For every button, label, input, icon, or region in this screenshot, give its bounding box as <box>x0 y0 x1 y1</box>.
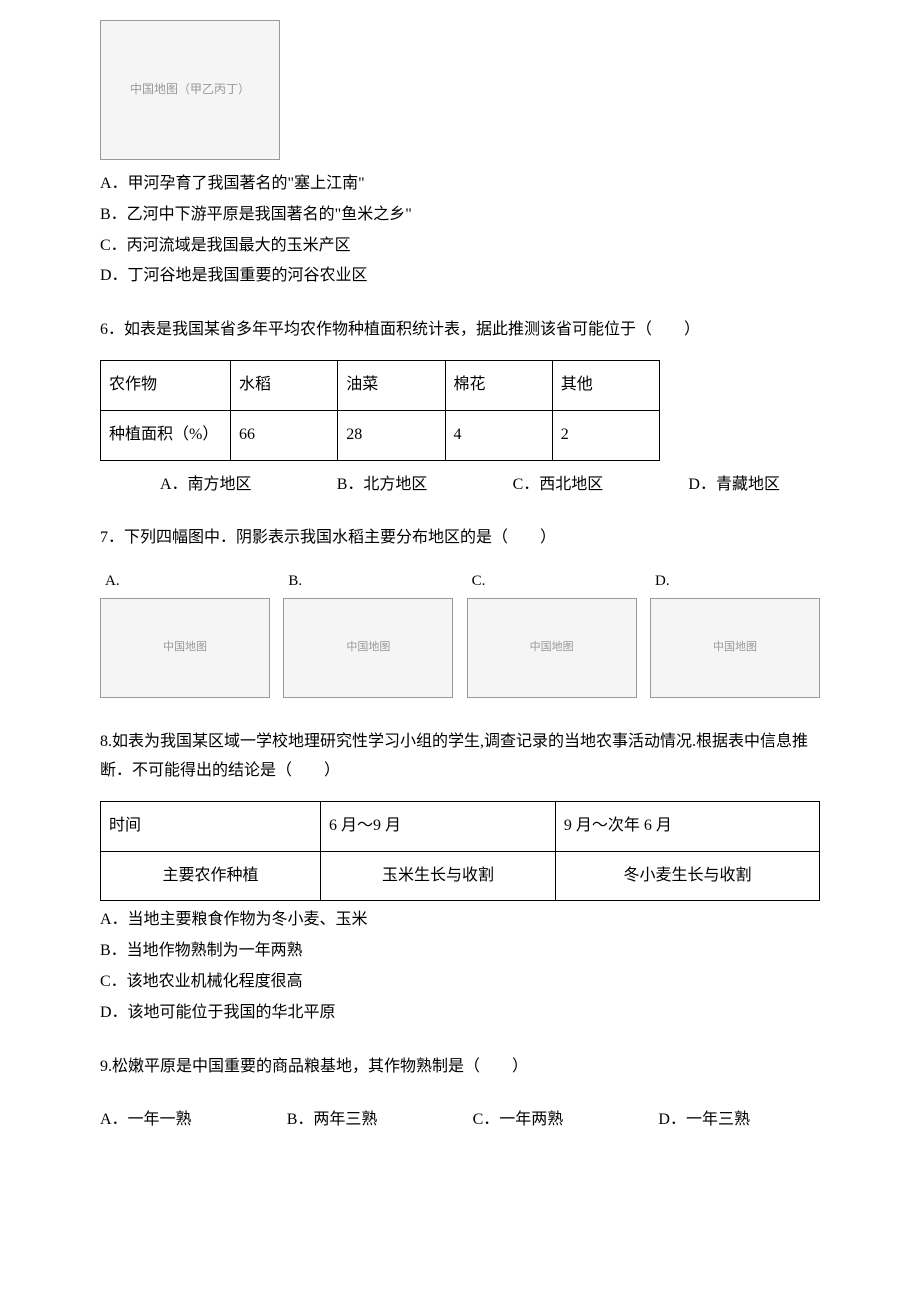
q6-td-val2: 28 <box>338 410 445 460</box>
q5-map-image: 中国地图（甲乙丙丁） <box>100 20 280 160</box>
q6-option-c: C．西北地区 <box>513 471 604 500</box>
q7-stem: 7．下列四幅图中．阴影表示我国水稻主要分布地区的是（ ） <box>100 524 820 553</box>
q6-table: 农作物 水稻 油菜 棉花 其他 种植面积（%） 66 28 4 2 <box>100 360 660 461</box>
q6-td-val4: 2 <box>552 410 659 460</box>
q6-th-rapeseed: 油菜 <box>338 360 445 410</box>
q6-th-cotton: 棉花 <box>445 360 552 410</box>
q5-option-d: D．丁河谷地是我国重要的河谷农业区 <box>100 262 820 291</box>
q5-option-c: C．丙河流域是我国最大的玉米产区 <box>100 232 820 261</box>
q8-option-b: B．当地作物熟制为一年两熟 <box>100 937 820 966</box>
q7-option-b-wrap: B. 中国地图 <box>283 568 453 698</box>
q8-option-a: A．当地主要粮食作物为冬小麦、玉米 <box>100 906 820 935</box>
q8-td-val1: 玉米生长与收割 <box>321 851 556 901</box>
q5-option-a: A．甲河孕育了我国著名的"塞上江南" <box>100 170 820 199</box>
q6-th-rice: 水稻 <box>231 360 338 410</box>
q6-option-b: B．北方地区 <box>337 471 428 500</box>
q7-map-a: 中国地图 <box>100 598 270 698</box>
q6-td-label: 种植面积（%） <box>101 410 231 460</box>
q8-table: 时间 6 月～9 月 9 月～次年 6 月 主要农作种植 玉米生长与收割 冬小麦… <box>100 801 820 902</box>
q8-th-period2: 9 月～次年 6 月 <box>555 801 819 851</box>
q7-label-a: A. <box>100 568 120 595</box>
q6-options: A．南方地区 B．北方地区 C．西北地区 D．青藏地区 <box>100 466 820 500</box>
q7-option-a-wrap: A. 中国地图 <box>100 568 270 698</box>
q9-option-a: A．一年一熟 <box>100 1106 192 1135</box>
q7-option-c-wrap: C. 中国地图 <box>467 568 637 698</box>
q8-option-d: D．该地可能位于我国的华北平原 <box>100 999 820 1028</box>
q9-options: A．一年一熟 B．两年三熟 C．一年两熟 D．一年三熟 <box>100 1096 820 1135</box>
q8-th-period1: 6 月～9 月 <box>321 801 556 851</box>
q8-option-c: C．该地农业机械化程度很高 <box>100 968 820 997</box>
q8-table-data-row: 主要农作种植 玉米生长与收割 冬小麦生长与收割 <box>101 851 820 901</box>
q6-th-crop: 农作物 <box>101 360 231 410</box>
q7-maps-row: A. 中国地图 B. 中国地图 C. 中国地图 D. 中国地图 <box>100 568 820 698</box>
q6-th-other: 其他 <box>552 360 659 410</box>
q6-table-header-row: 农作物 水稻 油菜 棉花 其他 <box>101 360 660 410</box>
q7-map-c: 中国地图 <box>467 598 637 698</box>
q8-th-time: 时间 <box>101 801 321 851</box>
q7-map-b: 中国地图 <box>283 598 453 698</box>
q9-option-b: B．两年三熟 <box>287 1106 378 1135</box>
q9-option-c: C．一年两熟 <box>473 1106 564 1135</box>
q5-options: A．甲河孕育了我国著名的"塞上江南" B．乙河中下游平原是我国著名的"鱼米之乡"… <box>100 170 820 291</box>
q7-label-d: D. <box>650 568 670 595</box>
q6-td-val3: 4 <box>445 410 552 460</box>
q6-option-a: A．南方地区 <box>160 471 252 500</box>
q9-stem: 9.松嫩平原是中国重要的商品粮基地，其作物熟制是（ ） <box>100 1053 820 1082</box>
q8-options: A．当地主要粮食作物为冬小麦、玉米 B．当地作物熟制为一年两熟 C．该地农业机械… <box>100 906 820 1027</box>
q6-table-data-row: 种植面积（%） 66 28 4 2 <box>101 410 660 460</box>
q8-td-val2: 冬小麦生长与收割 <box>555 851 819 901</box>
q7-label-c: C. <box>467 568 486 595</box>
q7-option-d-wrap: D. 中国地图 <box>650 568 820 698</box>
q8-td-label: 主要农作种植 <box>101 851 321 901</box>
q6-option-d: D．青藏地区 <box>688 471 780 500</box>
q5-option-b: B．乙河中下游平原是我国著名的"鱼米之乡" <box>100 201 820 230</box>
q6-td-val1: 66 <box>231 410 338 460</box>
q8-stem: 8.如表为我国某区域一学校地理研究性学习小组的学生,调查记录的当地农事活动情况.… <box>100 728 820 786</box>
q9-option-d: D．一年三熟 <box>658 1106 750 1135</box>
q8-table-header-row: 时间 6 月～9 月 9 月～次年 6 月 <box>101 801 820 851</box>
q6-stem: 6．如表是我国某省多年平均农作物种植面积统计表，据此推测该省可能位于（ ） <box>100 316 820 345</box>
q7-map-d: 中国地图 <box>650 598 820 698</box>
q7-label-b: B. <box>283 568 302 595</box>
